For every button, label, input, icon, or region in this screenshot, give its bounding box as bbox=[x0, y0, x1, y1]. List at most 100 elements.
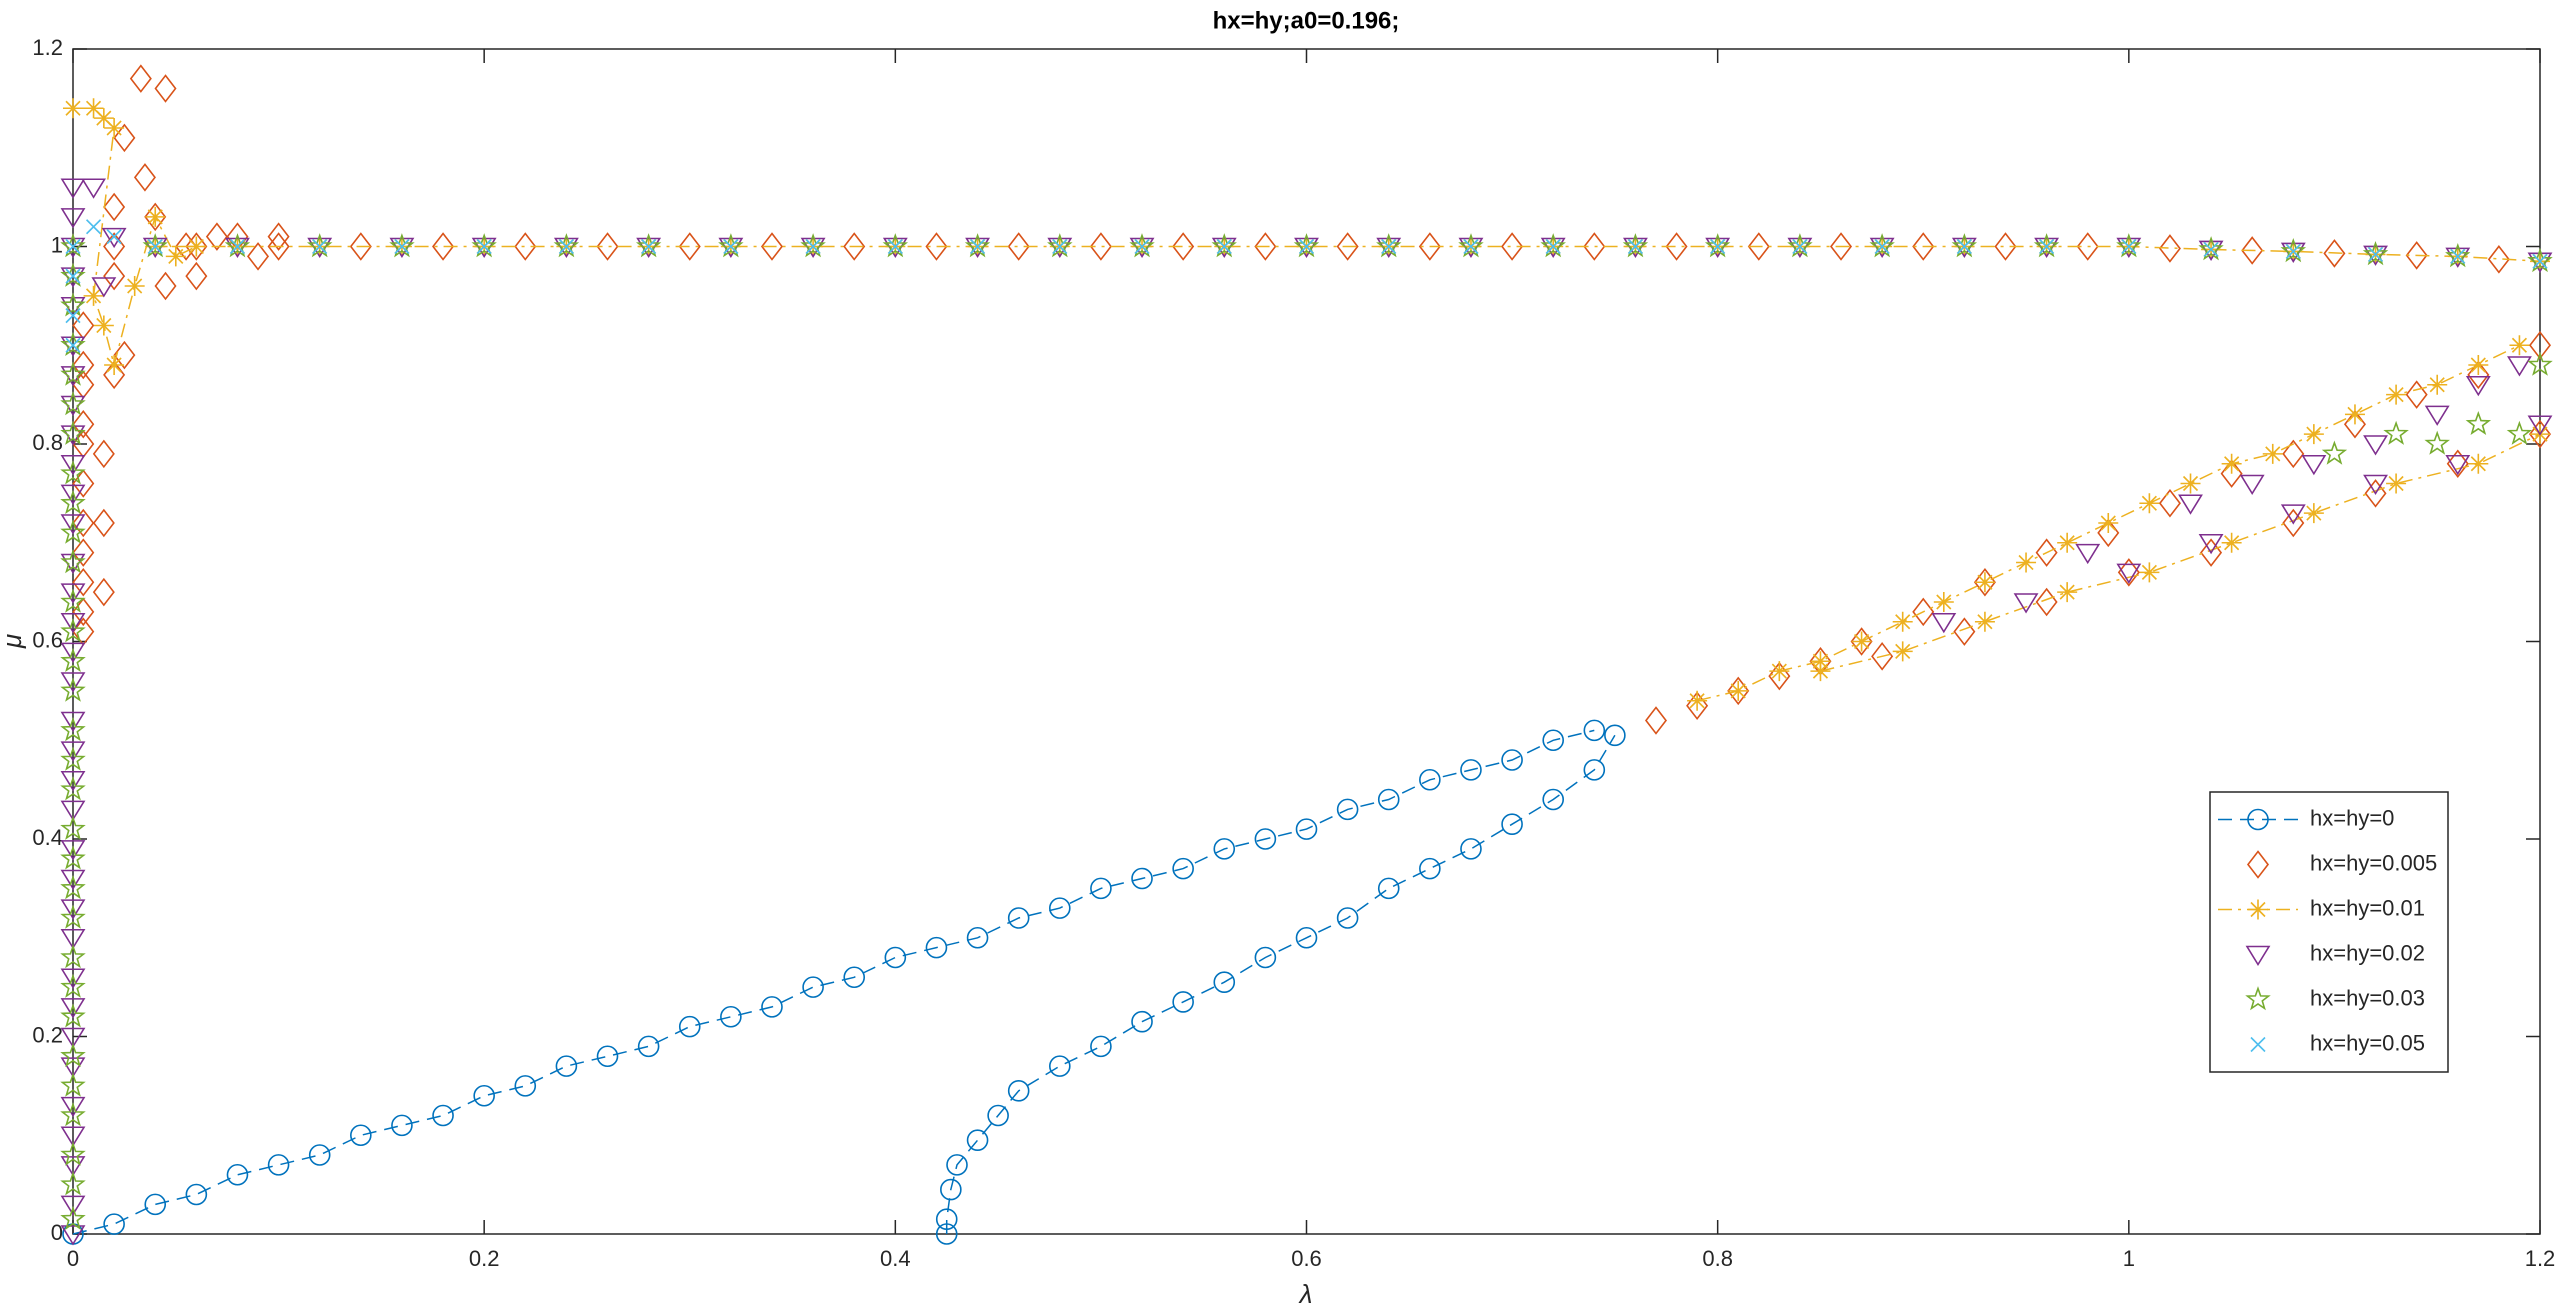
marker bbox=[72, 597, 95, 627]
marker bbox=[72, 508, 95, 538]
marker bbox=[101, 227, 127, 249]
marker bbox=[267, 232, 290, 261]
legend-marker bbox=[2245, 945, 2271, 967]
marker bbox=[60, 1072, 86, 1097]
marker bbox=[2363, 474, 2388, 496]
marker bbox=[1049, 897, 1071, 919]
marker bbox=[2180, 473, 2201, 494]
marker bbox=[2445, 454, 2471, 476]
marker bbox=[1973, 567, 1996, 597]
marker bbox=[60, 1156, 86, 1177]
marker bbox=[1912, 597, 1935, 627]
marker bbox=[946, 1154, 968, 1176]
marker bbox=[103, 1213, 125, 1235]
marker bbox=[60, 1042, 86, 1067]
marker bbox=[1049, 1055, 1071, 1077]
marker bbox=[72, 567, 95, 597]
marker bbox=[2427, 374, 2448, 395]
marker bbox=[635, 233, 662, 258]
marker bbox=[884, 946, 907, 969]
marker bbox=[2241, 236, 2264, 265]
series-line bbox=[72, 729, 1616, 1235]
marker bbox=[1254, 232, 1277, 261]
marker bbox=[1931, 612, 1957, 634]
marker bbox=[1704, 233, 1731, 258]
legend-box bbox=[2209, 791, 2449, 1073]
marker bbox=[1213, 838, 1236, 860]
marker bbox=[2139, 562, 2160, 583]
marker bbox=[60, 588, 86, 613]
marker bbox=[2487, 245, 2510, 274]
marker bbox=[1604, 724, 1626, 747]
marker bbox=[432, 1104, 454, 1127]
marker bbox=[1501, 813, 1523, 835]
marker bbox=[60, 233, 86, 258]
marker bbox=[60, 1057, 86, 1078]
x-axis-label: λ bbox=[1298, 1279, 1313, 1309]
marker bbox=[1644, 706, 1667, 735]
marker bbox=[2116, 233, 2142, 258]
marker bbox=[60, 583, 86, 604]
marker bbox=[312, 238, 328, 255]
marker bbox=[60, 776, 86, 801]
marker bbox=[1254, 946, 1277, 969]
marker bbox=[935, 1223, 958, 1245]
marker bbox=[1376, 233, 1402, 258]
marker bbox=[60, 928, 86, 950]
marker bbox=[720, 1005, 742, 1028]
marker bbox=[476, 238, 492, 255]
y-tick-label: 1 bbox=[51, 232, 63, 257]
marker bbox=[1994, 232, 2017, 261]
marker bbox=[2178, 494, 2203, 515]
marker bbox=[60, 514, 86, 535]
marker bbox=[1501, 749, 1523, 771]
marker bbox=[247, 242, 270, 271]
marker bbox=[267, 222, 290, 251]
marker bbox=[2386, 384, 2407, 405]
marker bbox=[1542, 729, 1564, 752]
marker bbox=[124, 276, 145, 296]
marker bbox=[1298, 238, 1315, 255]
marker bbox=[596, 1045, 619, 1068]
marker bbox=[2282, 439, 2305, 469]
marker bbox=[60, 331, 86, 356]
marker bbox=[1974, 611, 1995, 632]
marker bbox=[1912, 232, 1935, 261]
marker bbox=[60, 770, 86, 792]
marker bbox=[1007, 907, 1030, 929]
marker bbox=[60, 1205, 86, 1231]
marker bbox=[1007, 1080, 1030, 1102]
marker bbox=[2117, 558, 2140, 587]
marker bbox=[267, 1154, 290, 1176]
x-tick-label: 0.2 bbox=[469, 1246, 500, 1271]
y-axis-label: μ bbox=[0, 634, 27, 649]
marker bbox=[678, 232, 701, 261]
marker bbox=[1583, 759, 1606, 781]
marker bbox=[2076, 232, 2099, 261]
marker bbox=[65, 337, 81, 353]
marker bbox=[93, 315, 114, 336]
marker bbox=[60, 460, 86, 485]
marker bbox=[432, 232, 455, 261]
marker bbox=[1501, 232, 1524, 261]
marker bbox=[60, 484, 86, 505]
marker bbox=[2323, 239, 2346, 268]
marker bbox=[596, 232, 619, 261]
marker bbox=[2158, 234, 2181, 263]
marker bbox=[60, 968, 86, 989]
legend-label: hx=hy=0.02 bbox=[2310, 940, 2425, 965]
marker bbox=[60, 741, 86, 762]
marker bbox=[966, 1129, 989, 1151]
marker bbox=[1418, 232, 1441, 261]
marker bbox=[1540, 233, 1566, 258]
marker bbox=[1974, 572, 1995, 593]
marker bbox=[800, 233, 826, 258]
marker bbox=[1419, 857, 1441, 880]
y-tick-label: 0.8 bbox=[32, 430, 63, 455]
marker bbox=[185, 1183, 208, 1206]
marker bbox=[471, 233, 497, 258]
marker bbox=[133, 163, 156, 192]
marker bbox=[72, 409, 95, 439]
marker bbox=[186, 236, 207, 257]
marker bbox=[1172, 857, 1194, 880]
